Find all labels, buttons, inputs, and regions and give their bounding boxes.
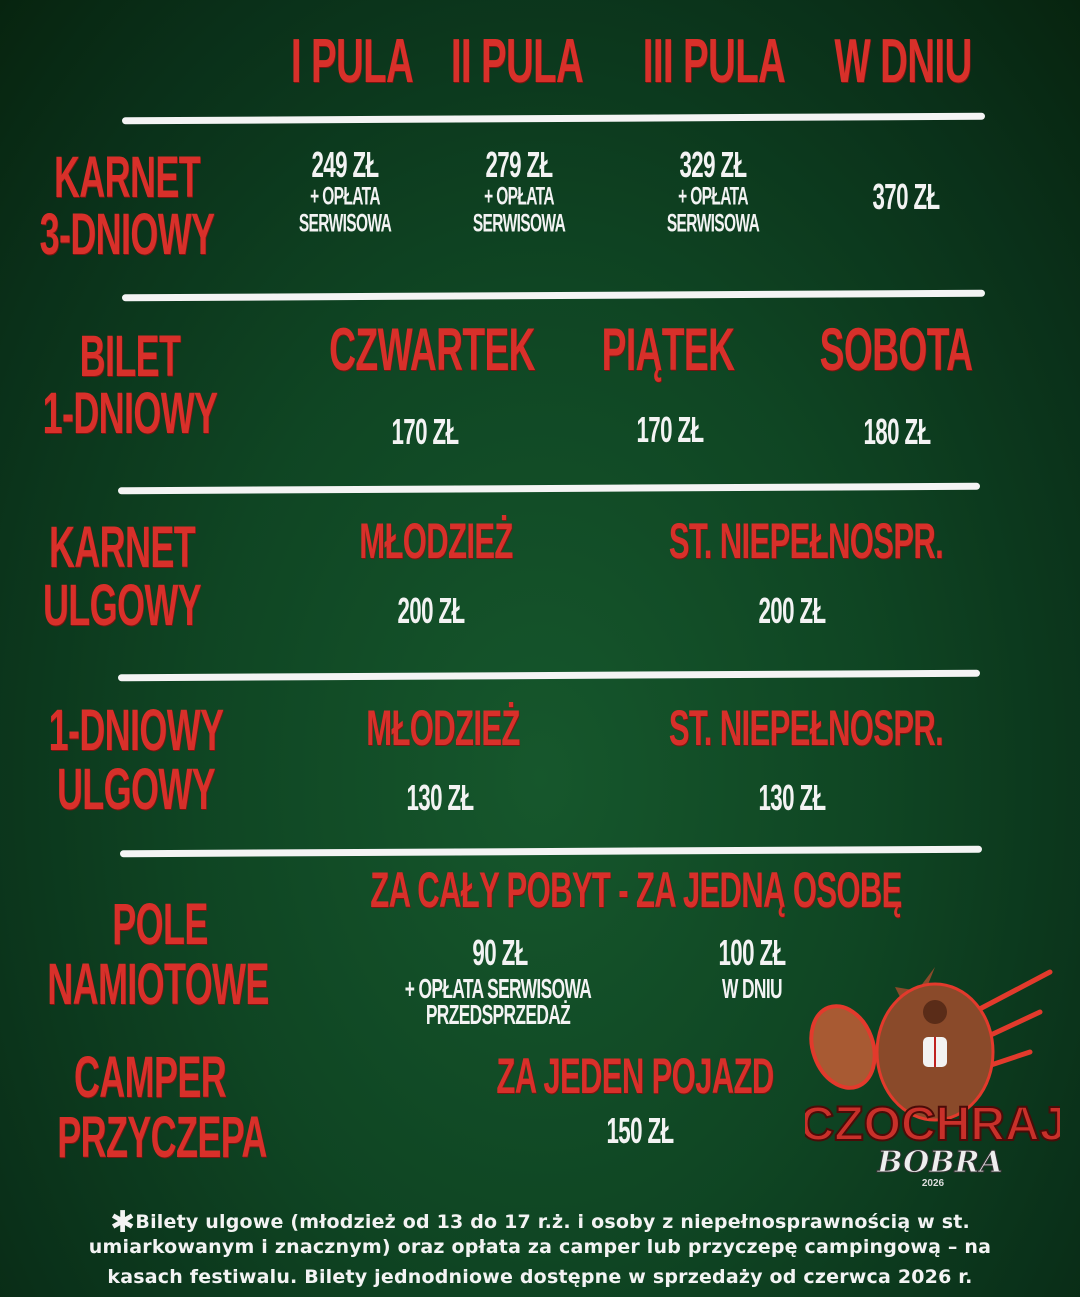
column-header-w-dniu: W DNIU [834,27,972,96]
divider [121,289,986,302]
fee-note: + OPŁATA SERWISOWA [404,973,592,1004]
camper-heading: ZA JEDEN POJAZD [496,1048,774,1104]
divider [121,112,986,125]
option-niepelnospr: ST. NIEPEŁNOSPR. [668,700,944,756]
price-mlodziez: 130 ZŁ [406,777,475,818]
row-label-ulgowy: ULGOWY [42,573,202,638]
column-header-i-pula: I PULA [290,27,414,96]
price-presale: 90 ZŁ [472,932,528,973]
row-label-karnet: KARNET [48,515,196,580]
pole-heading: ZA CAŁY POBYT - ZA JEDNĄ OSOBĘ [370,862,902,918]
row-label-1-dniowy: 1-DNIOWY [48,698,224,763]
price-iii-pula: 329 ZŁ [679,144,748,185]
fee-note: + OPŁATA [678,182,748,211]
option-mlodziez: MŁODZIEŻ [366,700,520,756]
column-header-iii-pula: III PULA [642,27,786,96]
logo-text-year: 2026 [922,1178,945,1189]
price-day: 100 ZŁ [718,932,787,973]
row-label-przyczepa: PRZYCZEPA [57,1105,267,1170]
price-sobota: 180 ZŁ [863,411,932,452]
row-label-3-dniowy: 3-DNIOWY [39,202,215,267]
fee-note: SERWISOWA [666,209,760,238]
asterisk-icon: ✱ [110,1205,136,1240]
logo-text-bobra: BOBRA [876,1145,1003,1180]
row-label-ulgowy: ULGOWY [56,757,216,822]
fee-note: + OPŁATA [484,182,554,211]
footnote-line: kasach festiwalu. Bilety jednodniowe dos… [107,1266,973,1288]
price-piatek: 170 ZŁ [636,409,705,450]
price-w-dniu: 370 ZŁ [872,176,941,217]
fee-note: SERWISOWA [298,209,392,238]
price-i-pula: 249 ZŁ [311,144,380,185]
divider [117,669,981,682]
footnote-line: umiarkowanym i znacznym) oraz opłata za … [88,1236,992,1258]
divider [119,845,983,858]
price-mlodziez: 200 ZŁ [397,590,466,631]
row-label-camper: CAMPER [73,1045,227,1110]
festival-logo: CZOCHRAJ BOBRA 2026 [805,967,1060,1189]
row-label-1-dniowy: 1-DNIOWY [42,381,218,446]
price-ii-pula: 279 ZŁ [485,144,554,185]
option-mlodziez: MŁODZIEŻ [359,513,513,569]
row-label-bilet: BILET [79,324,181,389]
price-niepelnospr: 200 ZŁ [758,590,827,631]
row-label-karnet: KARNET [53,145,201,210]
day-piatek: PIĄTEK [601,316,735,383]
price-niepelnospr: 130 ZŁ [758,777,827,818]
presale-note: PRZEDSPRZEDAŻ [425,999,571,1030]
divider [117,482,981,495]
fee-note: + OPŁATA [310,182,380,211]
logo-text-czochraj: CZOCHRAJ [805,1098,1060,1151]
row-label-namiotowe: NAMIOTOWE [47,952,269,1017]
price-czwartek: 170 ZŁ [391,411,460,452]
column-header-ii-pula: II PULA [450,27,584,96]
row-label-pole: POLE [112,892,208,957]
day-sobota: SOBOTA [819,316,973,383]
price-camper: 150 ZŁ [606,1110,675,1151]
option-niepelnospr: ST. NIEPEŁNOSPR. [668,513,944,569]
day-czwartek: CZWARTEK [329,316,535,383]
footnote-line: ✱Bilety ulgowe (młodzież od 13 do 17 r.ż… [110,1205,970,1240]
fee-note: SERWISOWA [472,209,566,238]
day-note: W DNIU [722,973,783,1004]
